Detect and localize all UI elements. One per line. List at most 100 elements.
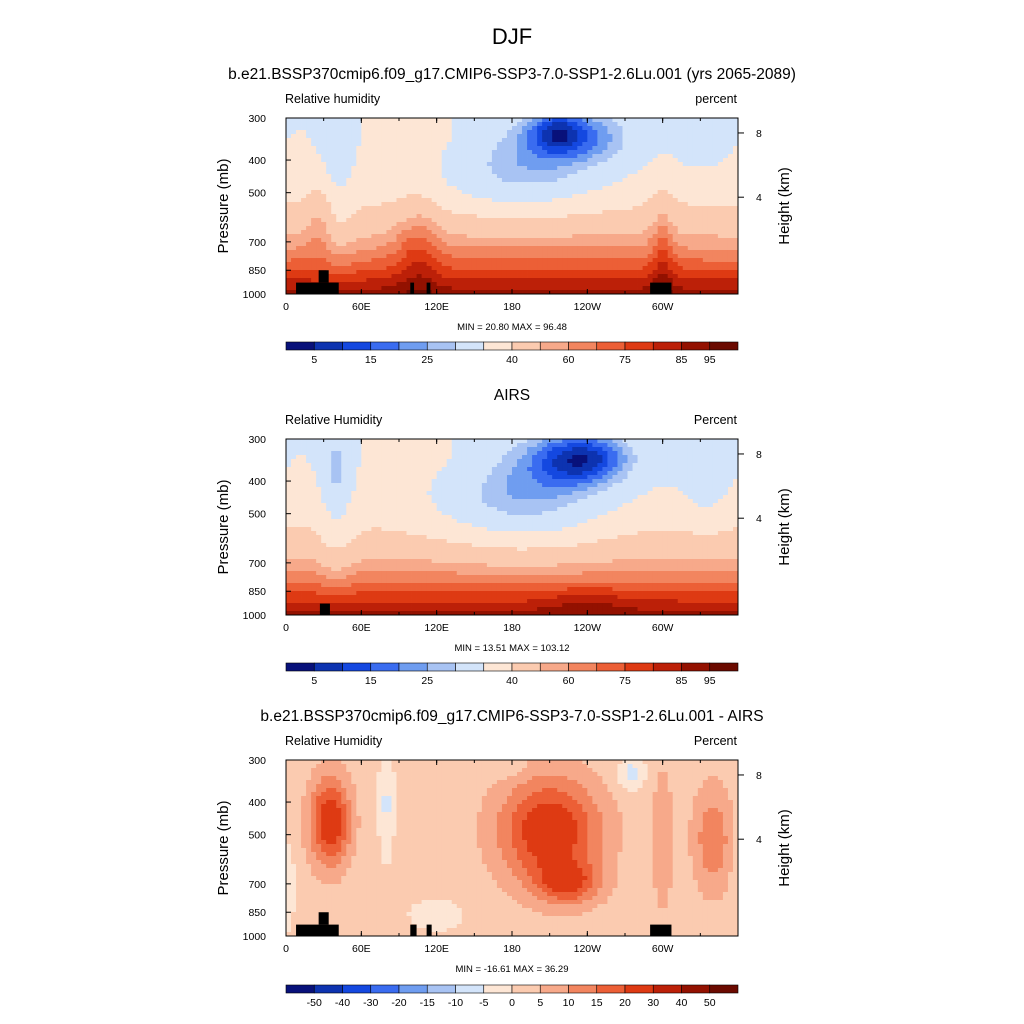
heatmap-cell [306,274,312,279]
heatmap-cell [336,230,342,235]
heatmap-cell [542,258,548,263]
heatmap-cell [491,158,498,163]
heatmap-cell [291,178,297,183]
heatmap-cell [582,170,588,175]
heatmap-cell [577,146,583,151]
heatmap-cell [476,142,483,147]
heatmap-cell [527,451,533,456]
heatmap-cell [677,234,684,239]
heatmap-cell [642,451,648,456]
heatmap-cell [627,230,633,235]
heatmap-cell [692,290,699,295]
heatmap-cell [597,154,603,159]
heatmap-cell [617,150,623,155]
heatmap-cell [446,286,453,291]
heatmap-cell [421,166,428,171]
heatmap-cell [567,278,573,283]
heatmap-cell [537,146,543,151]
heatmap-cell [587,194,593,199]
heatmap-cell [401,118,407,123]
heatmap-cell [567,202,573,207]
heatmap-cell [722,262,729,267]
heatmap-cell [301,439,307,444]
heatmap-cell [517,467,523,472]
heatmap-cell [657,182,664,187]
heatmap-cell [732,242,739,247]
heatmap-cell [481,186,488,191]
heatmap-cell [602,230,608,235]
heatmap-cell [552,274,558,279]
heatmap-cell [642,198,648,203]
heatmap-cell [331,210,337,215]
heatmap-cell [702,194,709,199]
heatmap-cell [396,282,402,287]
heatmap-cell [471,214,478,219]
heatmap-cell [537,226,543,231]
heatmap-cell [732,158,739,163]
heatmap-cell [356,218,362,223]
heatmap-cell [326,174,332,179]
heatmap-cell [512,238,518,243]
heatmap-cell [532,467,538,472]
heatmap-cell [316,230,322,235]
heatmap-cell [366,118,372,123]
heatmap-cell [582,130,588,135]
heatmap-cell [582,439,588,444]
heatmap-cell [632,443,638,448]
heatmap-cell [717,234,724,239]
heatmap-cell [286,206,292,211]
heatmap-cell [386,471,392,476]
heatmap-cell [496,134,503,139]
heatmap-cell [532,194,538,199]
heatmap-cell [607,202,613,207]
heatmap-cell [351,459,357,464]
heatmap-cell [542,282,548,287]
heatmap-cell [592,451,598,456]
heatmap-cell [311,246,317,251]
heatmap-cell [421,198,428,203]
heatmap-cell [381,278,387,283]
heatmap-cell [512,270,518,275]
heatmap-cell [702,475,709,480]
heatmap-cell [441,166,448,171]
heatmap-cell [341,218,347,223]
heatmap-cell [451,118,458,123]
heatmap-cell [451,142,458,147]
heatmap-cell [486,202,493,207]
heatmap-cell [617,475,623,480]
heatmap-cell [672,218,679,223]
heatmap-cell [552,134,558,139]
heatmap-cell [537,218,543,223]
heatmap-cell [381,130,387,135]
heatmap-cell [612,270,618,275]
heatmap-cell [657,222,664,227]
heatmap-cell [672,166,679,171]
heatmap-cell [657,234,664,239]
heatmap-cell [441,443,448,448]
heatmap-cell [652,122,659,127]
heatmap-cell [582,218,588,223]
heatmap-cell [632,118,638,123]
heatmap-cell [471,443,478,448]
heatmap-cell [667,174,674,179]
heatmap-cell [321,254,327,259]
heatmap-cell [522,174,528,179]
heatmap-cell [486,154,493,159]
heatmap-cell [512,455,518,460]
heatmap-cell [587,455,593,460]
heatmap-cell [572,118,578,123]
heatmap-cell [642,226,648,231]
heatmap-cell [722,290,729,295]
heatmap-cell [602,166,608,171]
heatmap-cell [592,463,598,468]
heatmap-cell [451,266,458,271]
heatmap-cell [466,246,473,251]
heatmap-cell [692,475,699,480]
heatmap-cell [326,134,332,139]
heatmap-cell [406,142,412,147]
heatmap-cell [562,242,568,247]
heatmap-cell [617,250,623,255]
heatmap-cell [727,266,734,271]
heatmap-cell [607,250,613,255]
heatmap-cell [431,471,438,476]
